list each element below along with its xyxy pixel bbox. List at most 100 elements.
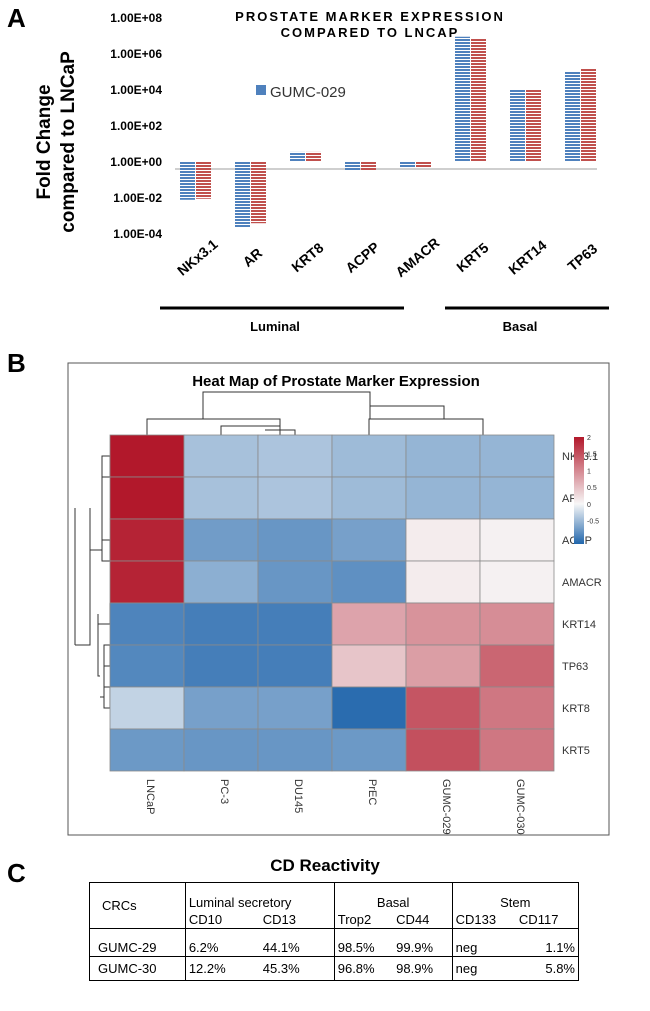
heatmap-cell-krt14-lncap <box>109 602 185 646</box>
heatmap-row-label-tp63: TP63 <box>562 661 588 673</box>
heatmap-cell-ar-du145 <box>257 476 333 520</box>
header-stem: Stem <box>451 882 580 911</box>
heatmap-cell-nkx3-1-gumc-030 <box>479 434 555 478</box>
heatmap-cell-krt8-du145 <box>257 686 333 730</box>
row-name: GUMC-29 <box>89 928 186 957</box>
heatmap-row-label-ar: AR <box>562 493 577 505</box>
chart-title-line-1: PROSTATE MARKER EXPRESSION <box>235 9 505 24</box>
heatmap-cell-amacr-du145 <box>257 560 333 604</box>
heatmap-cell-nkx3-1-gumc-029 <box>405 434 481 478</box>
heatmap-cell-ar-prec <box>331 476 407 520</box>
x-tick-label-nkx3-1: NKx3.1 <box>174 236 221 279</box>
heatmap-cell-nkx3-1-pc-3 <box>183 434 259 478</box>
heatmap-cell-krt8-pc-3 <box>183 686 259 730</box>
x-tick-label-acpp: ACPP <box>342 239 382 276</box>
colorbar-tick-label: -0.5 <box>587 519 599 526</box>
heatmap-cell-krt14-du145 <box>257 602 333 646</box>
heatmap-prostate-markers: Heat Map of Prostate Marker Expression N… <box>67 362 610 836</box>
heatmap-cell-amacr-pc-3 <box>183 560 259 604</box>
colorbar-tick-label: 2 <box>587 435 591 442</box>
heatmap-cell-tp63-gumc-030 <box>479 644 555 688</box>
x-tick-label-tp63: TP63 <box>564 240 600 274</box>
cell: 99.9% <box>393 928 453 957</box>
heatmap-cell-ar-pc-3 <box>183 476 259 520</box>
heatmap-cell-ar-gumc-029 <box>405 476 481 520</box>
y-tick-label: 1.00E+06 <box>110 47 162 61</box>
bar-tp63-gumc-030 <box>581 68 596 161</box>
cell: 96.8% <box>333 956 394 981</box>
header-luminal-secretory: Luminal secretory <box>184 882 335 911</box>
heatmap-cell-krt5-prec <box>331 728 407 772</box>
heatmap-col-label-prec: PrEC <box>366 779 378 805</box>
y-tick-label: 1.00E+00 <box>110 155 162 169</box>
cell: 45.3% <box>259 956 335 981</box>
heatmap-cell-nkx3-1-du145 <box>257 434 333 478</box>
cell: 12.2% <box>184 956 260 981</box>
header-crcs: CRCs <box>89 882 186 929</box>
table-title: CD Reactivity <box>270 856 380 875</box>
x-tick-label-amacr: AMACR <box>392 234 442 280</box>
col-cd44: CD44 <box>393 911 453 929</box>
header-basal: Basal <box>333 882 453 911</box>
heatmap-cell-amacr-lncap <box>109 560 185 604</box>
heatmap-cell-tp63-gumc-029 <box>405 644 481 688</box>
heatmap-cell-acpp-du145 <box>257 518 333 562</box>
y-tick-label: 1.00E+04 <box>110 83 162 97</box>
panel-label-c: C <box>7 858 26 888</box>
cell: neg <box>451 956 516 981</box>
bar-krt5-gumc-029 <box>455 36 470 161</box>
heatmap-col-label-du145: DU145 <box>292 779 304 813</box>
bar-acpp-gumc-030 <box>361 161 376 171</box>
heatmap-cell-krt8-prec <box>331 686 407 730</box>
bar-nkx3-1-gumc-030 <box>196 161 211 199</box>
bar-krt14-gumc-029 <box>510 89 525 161</box>
heatmap-cell-krt8-gumc-030 <box>479 686 555 730</box>
heatmap-row-label-krt14: KRT14 <box>562 619 596 631</box>
heatmap-cell-krt14-prec <box>331 602 407 646</box>
table-row: GUMC-30 12.2% 45.3% 96.8% 98.9% neg 5.8% <box>89 956 579 981</box>
x-tick-label-krt14: KRT14 <box>505 237 549 278</box>
heatmap-cell-acpp-prec <box>331 518 407 562</box>
heatmap-cell-krt5-pc-3 <box>183 728 259 772</box>
cell: 6.2% <box>184 928 260 957</box>
bar-ar-gumc-030 <box>251 161 266 224</box>
heatmap-cell-amacr-prec <box>331 560 407 604</box>
heatmap-row-label-amacr: AMACR <box>562 577 602 589</box>
bar-amacr-gumc-029 <box>400 161 415 168</box>
heatmap-cell-krt5-du145 <box>257 728 333 772</box>
heatmap-cell-amacr-gumc-030 <box>479 560 555 604</box>
heatmap-cell-krt14-gumc-029 <box>405 602 481 646</box>
heatmap-cell-tp63-lncap <box>109 644 185 688</box>
colorbar <box>574 437 584 544</box>
bar-krt8-gumc-029 <box>290 151 305 161</box>
x-tick-label-krt5: KRT5 <box>453 239 491 275</box>
heatmap-cell-ar-lncap <box>109 476 185 520</box>
y-tick-label: 1.00E-02 <box>113 191 162 205</box>
heatmap-cell-krt14-gumc-030 <box>479 602 555 646</box>
heatmap-cell-tp63-du145 <box>257 644 333 688</box>
cell: 5.8% <box>515 956 579 981</box>
heatmap-cell-krt5-gumc-029 <box>405 728 481 772</box>
colorbar-tick-label: 0 <box>587 502 591 509</box>
bar-krt8-gumc-030 <box>306 151 321 161</box>
x-tick-label-krt8: KRT8 <box>288 239 326 275</box>
cell: 44.1% <box>259 928 335 957</box>
heatmap-cell-acpp-lncap <box>109 518 185 562</box>
panel-label-b: B <box>7 348 26 378</box>
bar-amacr-gumc-030 <box>416 161 431 168</box>
heatmap-cell-acpp-gumc-029 <box>405 518 481 562</box>
table-subheader-row: CD10 CD13 Trop2 CD44 CD133 CD117 <box>90 911 579 929</box>
y-tick-label: 1.00E+02 <box>110 119 162 133</box>
heatmap-cell-acpp-gumc-030 <box>479 518 555 562</box>
heatmap-col-label-gumc-029: GUMC-029 <box>440 779 452 835</box>
bar-krt14-gumc-030 <box>526 89 541 161</box>
bar-tp63-gumc-029 <box>565 71 580 161</box>
table-header-row: CRCs Luminal secretory Basal Stem <box>89 882 580 929</box>
heatmap-title: Heat Map of Prostate Marker Expression <box>192 373 480 390</box>
colorbar-tick-label: 1.5 <box>587 452 597 459</box>
cell: neg <box>451 928 516 957</box>
cell: 98.5% <box>333 928 394 957</box>
x-tick-label-ar: AR <box>239 245 265 270</box>
col-cd13: CD13 <box>259 911 335 929</box>
heatmap-cell-krt8-gumc-029 <box>405 686 481 730</box>
